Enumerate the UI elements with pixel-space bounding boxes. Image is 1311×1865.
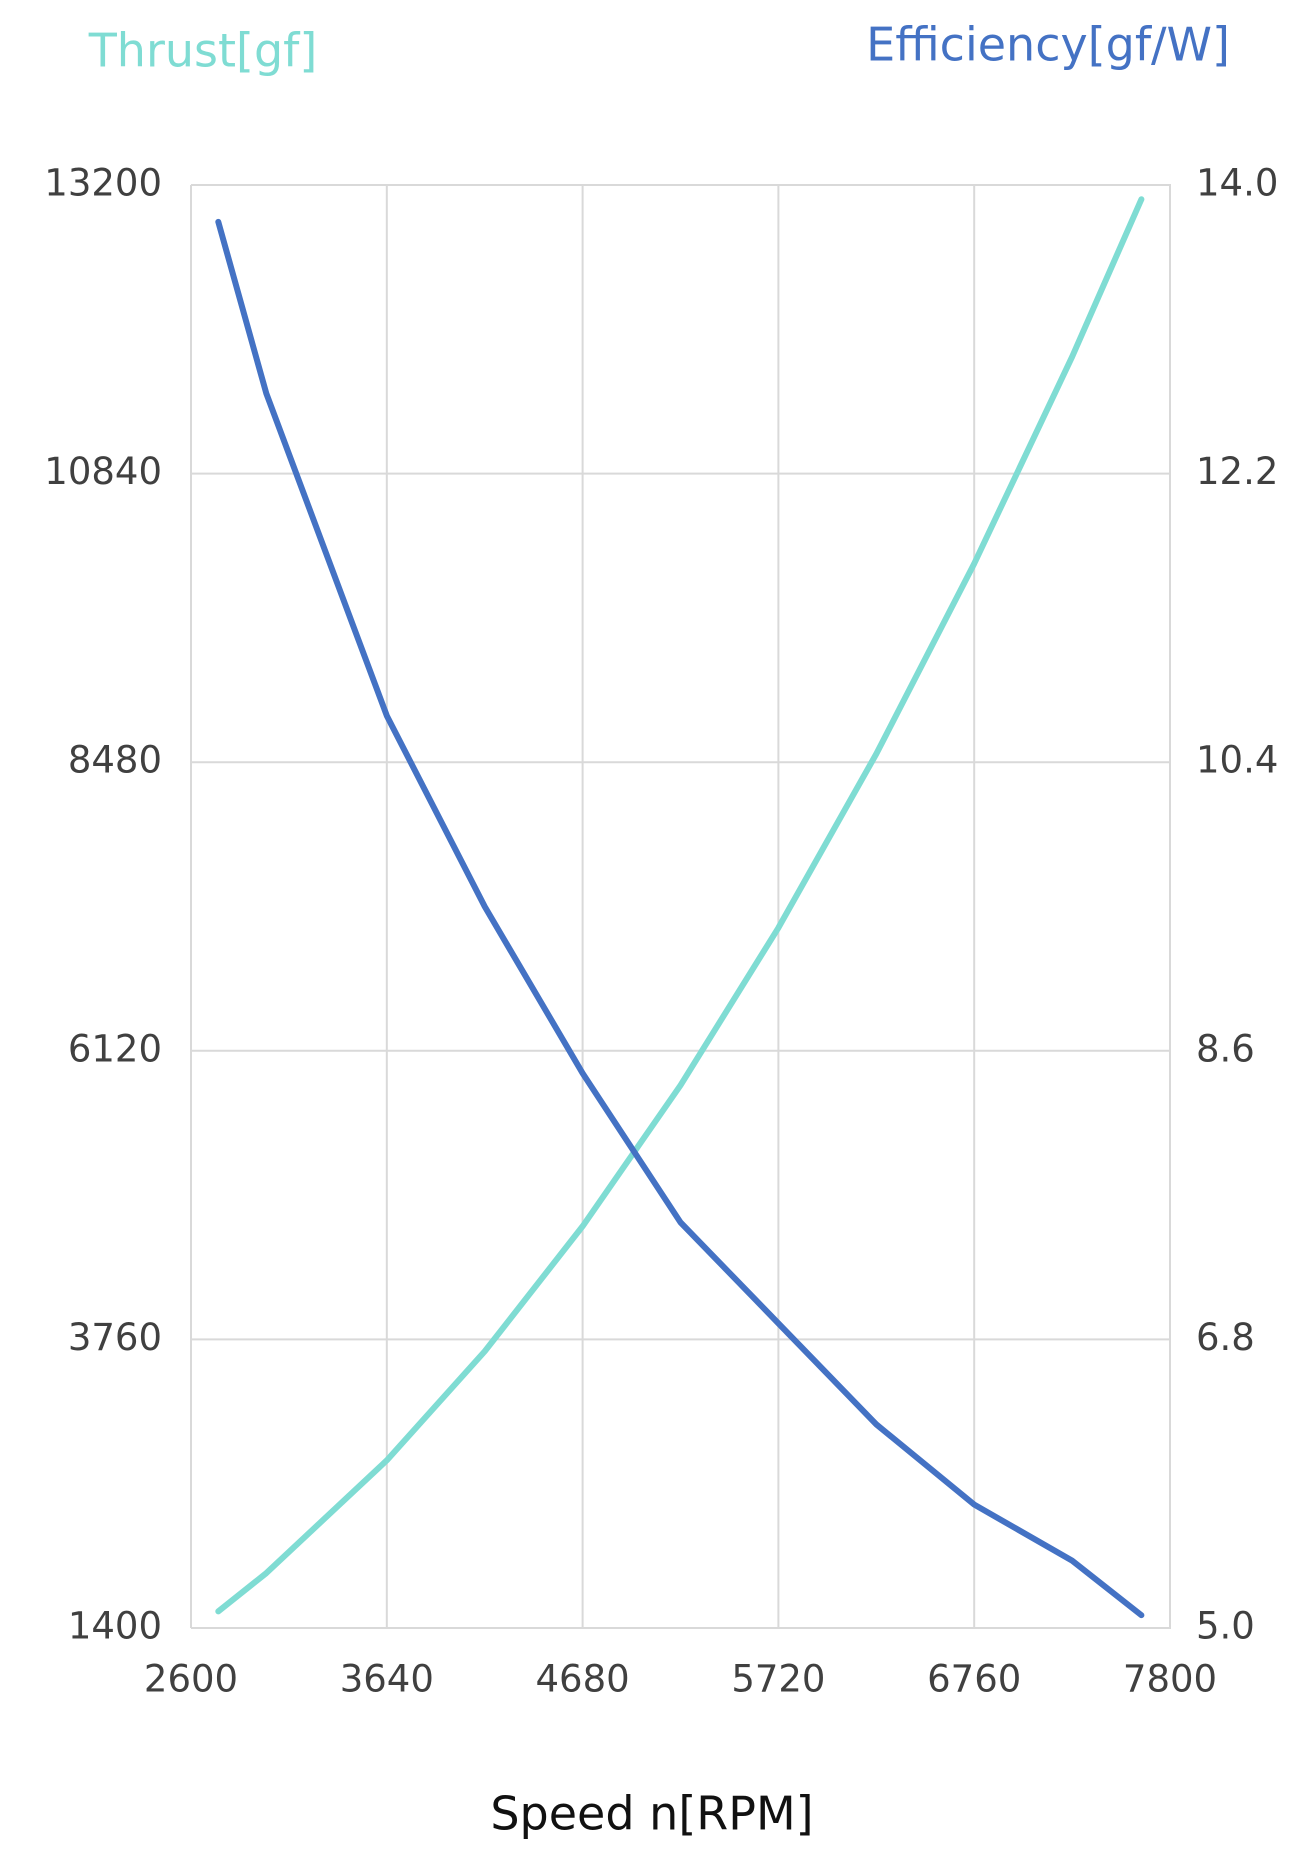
y-tick-label: 3760: [68, 1316, 162, 1359]
data-line: [215, 196, 1145, 1615]
y-tick-label: 13200: [44, 162, 162, 205]
y2-tick-label: 10.4: [1196, 739, 1278, 782]
y2-tick-label: 12.2: [1196, 450, 1278, 493]
data-line: [215, 218, 1145, 1619]
y-tick-label: 8480: [68, 739, 162, 782]
y-tick-label: 10840: [44, 450, 162, 493]
x-tick-label: 2600: [144, 1658, 238, 1701]
y-tick-label: 1400: [68, 1605, 162, 1648]
right-axis-title: Efficiency[gf/W]: [866, 18, 1230, 72]
y2-tick-label: 8.6: [1196, 1027, 1255, 1070]
x-tick-label: 6760: [927, 1658, 1021, 1701]
x-tick-label: 7800: [1123, 1658, 1217, 1701]
left-axis-title: Thrust[gf]: [88, 24, 318, 78]
x-tick-label: 4680: [536, 1658, 630, 1701]
y2-tick-label: 14.0: [1196, 162, 1278, 205]
x-tick-label: 3640: [340, 1658, 434, 1701]
y-tick-label: 6120: [68, 1027, 162, 1070]
x-axis-title: Speed n[RPM]: [490, 1787, 813, 1841]
y2-tick-label: 5.0: [1196, 1605, 1255, 1648]
y2-tick-label: 6.8: [1196, 1316, 1255, 1359]
x-tick-label: 5720: [731, 1658, 825, 1701]
